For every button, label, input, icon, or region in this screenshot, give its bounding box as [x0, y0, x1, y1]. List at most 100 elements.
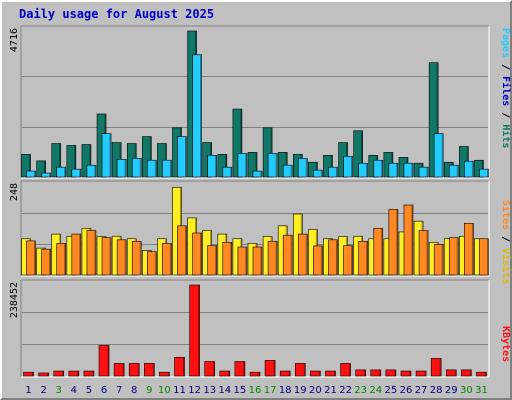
bar-files-day-15: [237, 153, 248, 178]
x-label-day-16: 16: [249, 385, 262, 396]
x-label-day-5: 5: [86, 385, 92, 396]
bar-kbytes-day-6: [98, 345, 110, 377]
x-label-day-15: 15: [234, 385, 247, 396]
y-max-label: 4716: [9, 28, 20, 52]
bar-hits-day-16: [247, 152, 258, 178]
bar-sites-day-23: [358, 240, 368, 276]
bar-kbytes-day-23-edge: [364, 370, 366, 376]
x-label-day-23: 23: [354, 385, 367, 396]
bar-sites-day-6: [101, 237, 112, 276]
bar-kbytes-day-21: [325, 370, 336, 377]
bar-kbytes-day-4-edge: [77, 371, 79, 376]
bar-files-day-25: [388, 162, 399, 178]
bar-sites-day-2: [41, 248, 51, 276]
bar-files-day-12-edge: [200, 55, 202, 177]
bar-files-day-4-edge: [79, 169, 81, 177]
bar-sites-day-28: [433, 244, 444, 276]
bar-files-day-22-edge: [351, 156, 353, 177]
bar-kbytes-day-15: [234, 361, 246, 377]
bar-sites-day-7-edge: [124, 240, 126, 275]
bar-hits-day-2: [36, 160, 46, 178]
bar-files-day-30-edge: [471, 161, 473, 177]
bar-files-day-7-edge: [124, 159, 126, 177]
bar-kbytes-day-24-edge: [379, 370, 381, 376]
bar-hits-day-14-edge: [225, 154, 227, 177]
bar-files-day-26: [403, 162, 414, 178]
bar-hits-day-14: [217, 154, 228, 178]
bar-sites-day-25: [388, 209, 399, 276]
bar-files-day-9-edge: [154, 160, 156, 177]
bar-files-day-20-edge: [320, 170, 322, 177]
bar-hits-day-23: [353, 130, 363, 178]
x-label-day-31: 31: [475, 385, 488, 396]
x-label-day-24: 24: [369, 385, 382, 396]
bar-files-day-9: [147, 159, 157, 178]
bar-files-day-8: [131, 158, 142, 178]
bar-kbytes-day-18-edge: [288, 371, 290, 376]
bar-kbytes-day-8-edge: [137, 363, 139, 376]
bar-kbytes-day-19-edge: [303, 363, 305, 376]
bar-hits-day-1: [21, 154, 31, 178]
bar-hits-day-31: [474, 159, 484, 178]
bar-hits-day-23-edge: [361, 131, 363, 177]
bar-hits-day-15-edge: [240, 109, 242, 177]
bar-sites-day-20-edge: [320, 246, 322, 275]
x-label-day-30: 30: [460, 385, 473, 396]
bar-sites-day-21-edge: [335, 240, 337, 275]
bar-kbytes-day-12: [189, 284, 200, 377]
x-label-day-28: 28: [430, 385, 443, 396]
bar-kbytes-day-15-edge: [243, 361, 245, 376]
bar-kbytes-day-25: [385, 369, 397, 377]
x-label-day-7: 7: [116, 385, 122, 396]
legend-sep: /: [500, 58, 511, 76]
bar-kbytes-day-20: [310, 370, 321, 377]
legend-visits-sites: Sites / Visits: [500, 200, 512, 284]
bar-sites-day-12-edge: [200, 233, 202, 275]
bar-sites-day-19: [297, 233, 308, 276]
bar-kbytes-day-14: [219, 370, 231, 377]
bar-sites-day-23-edge: [366, 241, 368, 275]
bar-files-day-16-edge: [260, 171, 262, 177]
bar-hits-day-18: [277, 152, 288, 178]
x-label-day-3: 3: [56, 385, 62, 396]
bar-files-day-26-edge: [411, 163, 413, 177]
bar-files-day-14-edge: [230, 167, 232, 177]
bar-kbytes-day-1-edge: [32, 372, 34, 376]
bar-kbytes-day-11-edge: [183, 357, 185, 376]
bar-hits-day-2-edge: [44, 161, 46, 177]
bar-hits-day-28-edge: [436, 63, 438, 177]
bar-files-day-21-edge: [335, 167, 337, 177]
bar-kbytes-day-30-edge: [469, 370, 471, 376]
bar-kbytes-day-28-edge: [439, 358, 441, 376]
bar-sites-day-5-edge: [94, 231, 96, 275]
bar-kbytes-day-27: [415, 370, 427, 377]
legend-sites: Sites: [500, 200, 512, 230]
bar-sites-day-24-edge: [381, 228, 383, 275]
bar-kbytes-day-7-edge: [122, 363, 124, 376]
y-max-label: 248: [9, 183, 20, 201]
bar-sites-day-17-edge: [275, 241, 277, 275]
bar-kbytes-day-10-edge: [167, 372, 169, 376]
bar-hits-day-16-edge: [255, 152, 257, 177]
bar-sites-day-18: [282, 234, 293, 276]
bar-hits-day-9-edge: [149, 137, 151, 177]
bar-hits-day-3: [51, 143, 62, 178]
x-label-day-14: 14: [218, 385, 231, 396]
bar-hits-day-9: [142, 136, 152, 178]
bar-hits-day-21: [323, 155, 333, 178]
bar-files-day-23-edge: [366, 163, 368, 177]
bar-kbytes-day-9: [144, 363, 155, 377]
bar-files-day-23: [358, 162, 368, 178]
bar-sites-day-30-edge: [471, 223, 473, 275]
bar-sites-day-15: [237, 246, 248, 276]
bar-hits-day-3-edge: [59, 144, 61, 177]
x-label-day-11: 11: [173, 385, 186, 396]
bar-kbytes-day-3-edge: [62, 371, 64, 376]
legend-kbytes: KBytes: [500, 326, 511, 362]
bar-files-day-18-edge: [290, 165, 292, 177]
bar-sites-day-28-edge: [441, 244, 443, 275]
bar-files-day-10: [162, 159, 172, 178]
bar-kbytes-day-22: [340, 363, 351, 377]
bar-kbytes-day-20-edge: [318, 371, 320, 376]
bar-hits-day-18-edge: [285, 152, 287, 177]
